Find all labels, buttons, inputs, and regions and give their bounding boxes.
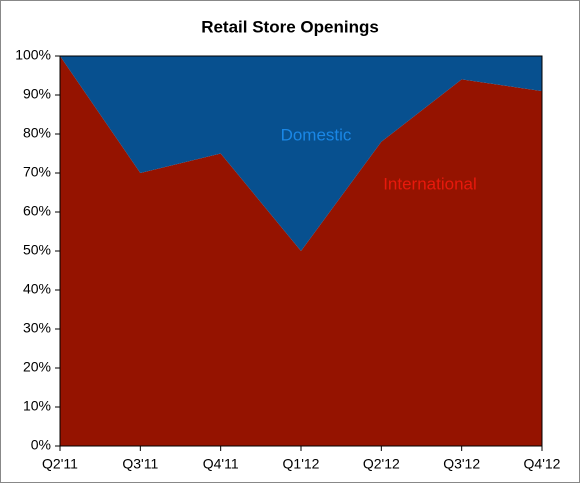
area [60,56,542,251]
y-tick-label: 70% [23,164,51,180]
y-tick-label: 90% [23,86,51,102]
y-tick-label: 10% [23,398,51,414]
y-tick-label: 30% [23,320,51,336]
y-tick-label: 60% [23,203,51,219]
x-tick-label: Q4'11 [203,456,239,472]
x-tick-label: Q3'12 [443,456,480,472]
y-tick-label: 80% [23,125,51,141]
y-tick-label: 50% [23,242,51,258]
series-label: International [383,174,477,193]
y-tick-label: 100% [15,47,51,63]
x-tick-label: Q2'12 [363,456,400,472]
chart-title: Retail Store Openings [201,17,379,36]
x-tick-label: Q3'11 [122,456,158,472]
x-tick-label: Q2'11 [42,456,78,472]
y-tick-label: 0% [31,437,51,453]
series-label: Domestic [281,125,352,144]
y-tick-label: 40% [23,281,51,297]
x-tick-label: Q4'12 [524,456,561,472]
x-tick-label: Q1'12 [283,456,320,472]
y-tick-label: 20% [23,359,51,375]
